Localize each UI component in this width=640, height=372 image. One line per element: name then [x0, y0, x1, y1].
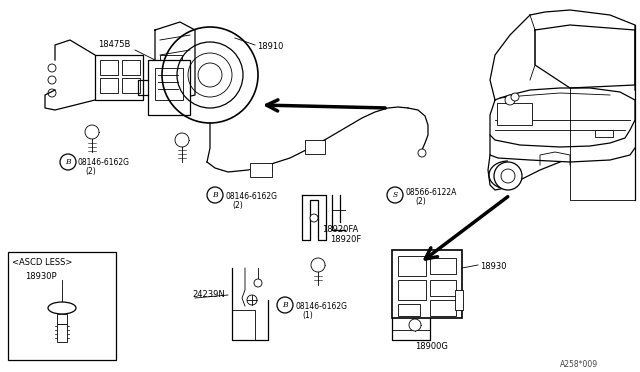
Bar [8, 252, 116, 360]
Bar [430, 258, 456, 274]
Circle shape [247, 295, 257, 305]
Bar [57, 314, 67, 324]
Bar [95, 55, 143, 100]
Bar [392, 250, 462, 318]
Bar [148, 60, 190, 115]
Bar [305, 140, 325, 154]
Text: 18930P: 18930P [25, 272, 56, 281]
Bar [455, 290, 463, 310]
Text: B: B [212, 191, 218, 199]
Text: 18910: 18910 [257, 42, 284, 51]
Circle shape [311, 258, 325, 272]
Circle shape [494, 162, 522, 190]
Text: 18920FA: 18920FA [322, 225, 358, 234]
Circle shape [505, 95, 515, 105]
Text: (2): (2) [85, 167, 96, 176]
Circle shape [254, 279, 262, 287]
Text: 24239N: 24239N [192, 290, 225, 299]
Bar [430, 300, 456, 316]
Bar [497, 103, 532, 125]
Text: 18900G: 18900G [415, 342, 448, 351]
Text: (2): (2) [415, 197, 426, 206]
Circle shape [207, 187, 223, 203]
Circle shape [277, 297, 293, 313]
Text: (2): (2) [232, 201, 243, 210]
Bar [595, 130, 613, 137]
Circle shape [501, 169, 515, 183]
Bar [250, 163, 272, 177]
Circle shape [409, 319, 421, 331]
Text: B: B [65, 158, 71, 166]
Bar [398, 304, 420, 316]
Bar [398, 280, 426, 300]
Circle shape [418, 149, 426, 157]
Circle shape [511, 93, 519, 101]
Text: 08146-6162G: 08146-6162G [78, 158, 130, 167]
Text: S: S [392, 191, 397, 199]
Bar [100, 78, 118, 93]
Bar [160, 55, 182, 83]
Text: 08146-6162G: 08146-6162G [295, 302, 347, 311]
Bar [430, 280, 456, 296]
Bar [57, 324, 67, 342]
Text: 08566-6122A: 08566-6122A [405, 188, 456, 197]
Text: A258*009: A258*009 [560, 360, 598, 369]
Bar [100, 60, 118, 75]
Text: <ASCD LESS>: <ASCD LESS> [12, 258, 72, 267]
Circle shape [387, 187, 403, 203]
Bar [122, 60, 140, 75]
Circle shape [85, 125, 99, 139]
Ellipse shape [48, 302, 76, 314]
Circle shape [310, 214, 318, 222]
Text: 18920F: 18920F [330, 235, 361, 244]
Text: (1): (1) [302, 311, 313, 320]
Bar [398, 256, 426, 276]
Circle shape [60, 154, 76, 170]
Bar [122, 78, 140, 93]
Text: B: B [282, 301, 288, 309]
Circle shape [175, 133, 189, 147]
Text: 08146-6162G: 08146-6162G [225, 192, 277, 201]
Text: 18475B: 18475B [98, 40, 131, 49]
Text: 18930: 18930 [480, 262, 506, 271]
Bar [155, 68, 183, 100]
